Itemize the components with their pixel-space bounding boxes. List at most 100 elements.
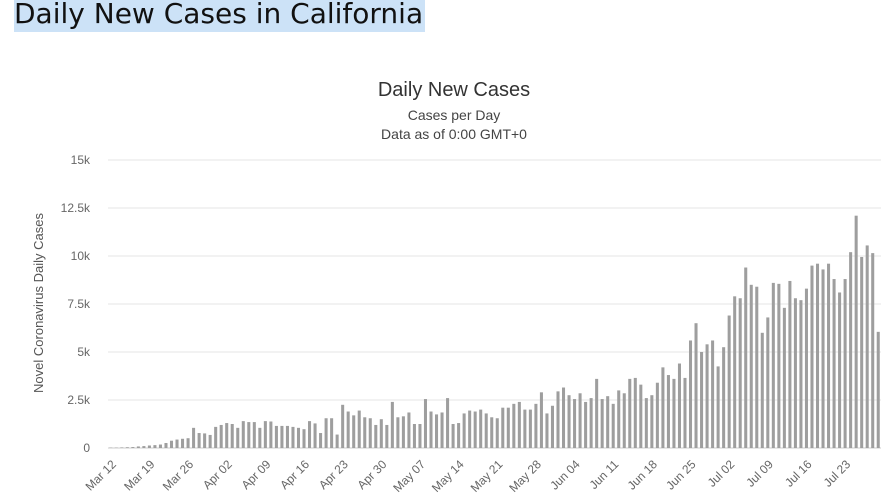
bar [705,344,709,448]
bars [109,215,880,448]
bar [241,421,245,448]
bar [423,399,427,448]
bar [181,438,185,448]
bar [258,427,262,448]
bar [363,417,367,448]
y-tick-label: 0 [83,441,90,455]
bar [319,433,323,448]
bar [766,317,770,448]
bar [716,366,720,448]
bar [396,417,400,448]
bar [749,284,753,448]
bar [401,416,405,448]
bar [677,363,681,448]
bar [771,282,775,448]
bar [683,377,687,448]
bar [550,405,554,448]
x-tick-label: Jun 04 [547,457,583,493]
bar [164,443,168,448]
bar [755,286,759,448]
bar [263,421,267,448]
bar [308,421,312,448]
y-tick-labels: 0 2.5k 5k 7.5k 10k 12.5k 15k [61,153,91,455]
x-tick-label: May 28 [506,457,544,495]
bar [738,298,742,448]
bar [302,429,306,448]
y-axis-label: Novel Coronavirus Daily Cases [31,213,46,393]
bar [534,403,538,448]
bar [876,331,880,448]
chart-title: Daily New Cases [378,79,530,101]
bar [175,439,179,448]
bar [457,423,461,448]
bar [435,414,439,448]
bar [777,283,781,448]
x-tick-label: Mar 12 [83,457,120,494]
bar [169,440,174,448]
bar [280,425,284,448]
bar [611,403,615,448]
bar [573,399,577,448]
chart-subtitle: Cases per Day [408,107,501,123]
bar [589,398,593,448]
bar [142,446,146,448]
bar [672,378,676,448]
bar [479,409,483,448]
y-tick-label: 12.5k [61,201,91,215]
x-tick-label: May 07 [390,457,428,495]
bar [578,393,582,448]
x-tick-label: Apr 02 [200,457,235,492]
bar [346,411,350,448]
bar [661,367,665,448]
bar [688,340,693,448]
bar [136,446,140,448]
x-tick-label: Jul 09 [743,457,776,490]
bar [330,418,334,448]
bar [197,433,201,448]
bar [595,378,599,448]
bar [352,415,356,448]
bar [633,377,637,448]
x-tick-label: Jun 25 [663,457,699,493]
bar [865,245,869,448]
bar [490,417,494,448]
bar [506,407,510,448]
bar [733,296,737,448]
bar [296,427,301,448]
bar [528,409,532,448]
bar [335,434,339,448]
bar [291,426,295,448]
bar [390,401,394,448]
bar [562,387,566,448]
bar [600,399,604,448]
bar [815,263,820,448]
bar [313,423,317,448]
bar [700,352,704,448]
bar [225,423,229,448]
x-tick-label: Jun 11 [587,457,622,492]
bar [849,252,853,448]
x-tick-label: Apr 16 [277,457,312,492]
bar [208,434,212,448]
bar [804,288,808,448]
bar [650,395,654,448]
x-tick-label: Jun 18 [625,457,661,493]
bar [374,424,378,448]
bar [617,390,621,448]
x-tick-label: Mar 19 [121,457,158,494]
bar [567,395,571,448]
x-tick-label: Apr 23 [316,457,351,492]
bar [219,424,223,448]
bar [462,413,466,448]
bar [810,265,814,448]
bar [158,444,162,448]
bar [722,347,726,448]
bar [760,332,764,448]
y-tick-label: 7.5k [67,297,91,311]
bar [451,424,455,448]
bar [854,215,858,448]
bar [655,382,659,448]
bar [843,279,847,448]
bar [324,418,328,448]
bar [429,411,433,448]
